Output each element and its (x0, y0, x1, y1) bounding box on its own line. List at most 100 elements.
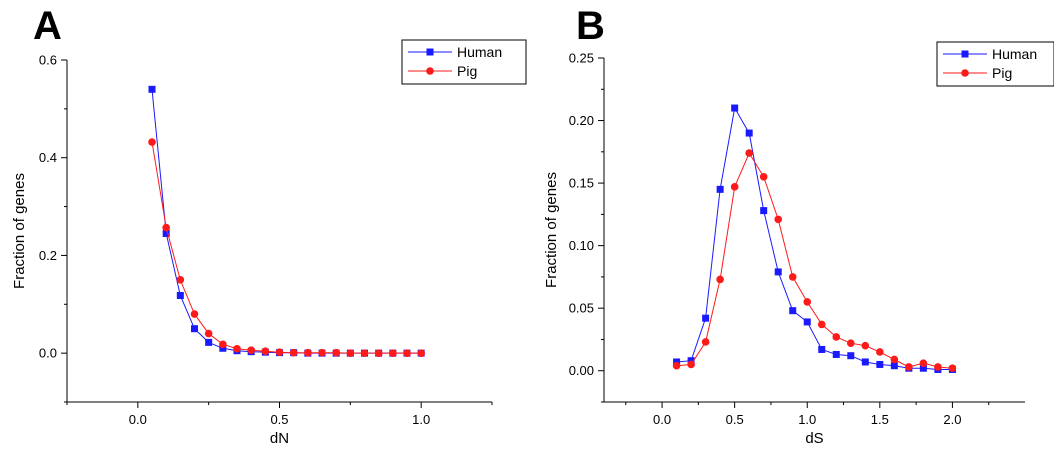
data-point-pig (304, 348, 312, 357)
x-tick-label: 1.5 (871, 412, 889, 427)
x-tick-label: 1.0 (798, 412, 816, 427)
data-point-pig (948, 364, 957, 373)
legend-marker-human (426, 48, 434, 56)
legend-label-human: Human (457, 44, 502, 60)
legend-marker-pig (426, 67, 434, 75)
data-point-pig (374, 349, 383, 357)
data-point-pig (687, 360, 695, 369)
data-point-human (219, 344, 227, 352)
legend-marker-pig (961, 69, 969, 77)
y-tick-label: 0.15 (569, 176, 594, 191)
data-point-pig (803, 298, 812, 306)
legend-label-pig: Pig (457, 63, 477, 79)
data-point-pig (233, 344, 241, 353)
y-tick-label: 0.4 (39, 150, 57, 165)
data-point-pig (360, 349, 369, 357)
data-point-human (890, 362, 898, 370)
x-tick-label: 0.0 (129, 412, 147, 427)
data-point-human (861, 358, 869, 366)
data-point-human (760, 207, 768, 215)
data-point-pig (318, 348, 326, 357)
data-point-human (716, 185, 724, 193)
chart-a: 0.0 0.5 1.0 0.0 0.2 0.4 0.6 dN Fraction of genes… (11, 39, 527, 447)
y-tick-label: 0.10 (569, 238, 594, 253)
y-axis-label: Fraction of genes (11, 173, 28, 289)
legend-label-pig: Pig (992, 65, 1012, 81)
data-point-pig (934, 363, 942, 371)
data-point-human (702, 314, 710, 322)
x-tick-label: 0.5 (270, 412, 288, 427)
data-point-pig (919, 359, 928, 368)
data-point-pig (148, 138, 156, 146)
data-point-human (774, 268, 782, 276)
data-point-pig (759, 173, 768, 181)
x-tick-label: 2.0 (943, 412, 961, 427)
data-point-pig (890, 355, 899, 364)
data-point-pig (730, 183, 739, 191)
data-point-pig (389, 349, 397, 357)
data-point-pig (672, 361, 681, 370)
data-point-pig (905, 363, 913, 371)
y-axis-label: Fraction of genes (543, 172, 560, 288)
data-point-pig (701, 338, 710, 346)
data-point-human (205, 338, 213, 346)
data-point-pig (403, 349, 411, 357)
y-tick-label: 0.0 (39, 346, 57, 361)
data-point-pig (417, 349, 425, 357)
x-tick-label: 1.0 (412, 412, 430, 427)
data-point-pig (176, 276, 185, 284)
legend-box (936, 41, 1054, 87)
data-point-pig (162, 223, 170, 232)
data-point-human (919, 364, 927, 372)
data-point-pig (846, 339, 855, 348)
data-point-human (731, 104, 739, 112)
data-point-human (803, 318, 811, 326)
data-point-pig (332, 348, 340, 357)
y-tick-label: 0.25 (569, 51, 594, 66)
data-point-pig (876, 348, 884, 356)
data-point-pig (346, 349, 355, 357)
y-tick-label: 0.6 (39, 53, 57, 68)
data-point-pig (745, 149, 753, 157)
data-point-pig (861, 341, 870, 350)
data-point-pig (289, 348, 298, 357)
data-point-pig (190, 310, 199, 318)
legend-marker-human (961, 50, 969, 58)
panel-letter-a: A (33, 4, 62, 48)
chart-b: 0.0 0.5 1.0 1.5 2.0 0.00 0.05 0.10 0.15 0.20 0.25 d… (543, 41, 1054, 447)
data-point-pig (817, 320, 826, 329)
data-point-pig (832, 333, 841, 341)
data-point-human (818, 345, 826, 353)
data-point-human (162, 229, 170, 237)
x-tick-label: 0.5 (726, 412, 744, 427)
data-point-pig (716, 275, 724, 284)
y-tick-label: 0.20 (569, 113, 594, 128)
data-point-pig (788, 273, 797, 281)
data-point-human (876, 360, 884, 368)
panel-letter-b: B (576, 4, 605, 48)
data-point-human (832, 350, 840, 358)
y-tick-label: 0.2 (39, 248, 57, 263)
data-point-human (191, 325, 198, 333)
data-point-human (789, 307, 797, 315)
data-point-pig (204, 329, 213, 338)
data-point-pig (774, 215, 783, 224)
data-point-human (176, 291, 184, 299)
data-point-human (847, 352, 855, 360)
series-line-human (676, 106, 953, 370)
legend-label-human: Human (992, 46, 1037, 62)
data-point-human (745, 129, 753, 137)
y-tick-label: 0.05 (569, 301, 594, 316)
data-point-pig (275, 348, 284, 356)
series-line-pig (151, 142, 422, 354)
x-tick-label: 0.0 (653, 412, 671, 427)
data-point-pig (261, 347, 270, 355)
legend-box (401, 39, 527, 85)
data-point-pig (247, 346, 255, 355)
y-tick-label: 0.00 (569, 363, 594, 378)
data-point-human (148, 85, 156, 93)
x-axis-label: dN (270, 430, 289, 447)
data-point-pig (219, 340, 227, 349)
x-axis-label: dS (805, 430, 823, 447)
